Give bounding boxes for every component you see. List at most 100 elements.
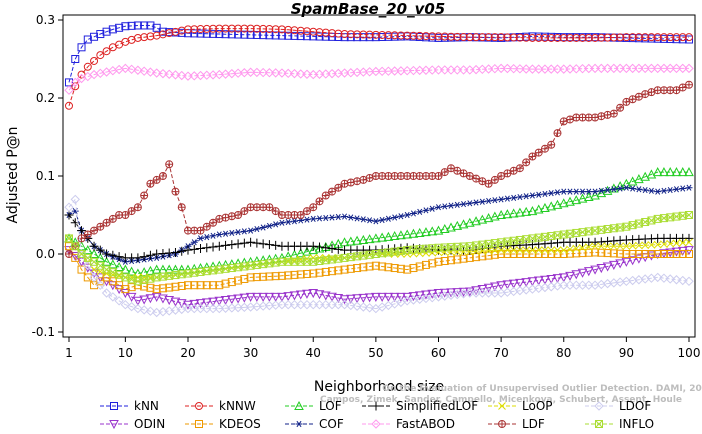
data-point [83, 273, 92, 282]
data-point [640, 171, 650, 181]
data-point [352, 294, 362, 304]
data-point [560, 117, 568, 125]
data-point [578, 228, 587, 237]
data-point [164, 264, 175, 274]
data-point [414, 291, 425, 301]
data-point [102, 249, 112, 259]
data-point [641, 186, 649, 194]
data-point [641, 33, 650, 42]
data-point [553, 129, 561, 137]
data-point [427, 289, 438, 299]
data-point [190, 239, 198, 246]
data-point [339, 299, 350, 310]
data-point [209, 219, 217, 227]
data-point [108, 292, 118, 302]
data-point [245, 67, 256, 77]
data-point [584, 248, 593, 257]
data-point [139, 66, 149, 76]
data-point [115, 23, 124, 32]
data-point [459, 33, 468, 42]
data-point [120, 299, 131, 310]
data-point [296, 257, 305, 266]
data-point [672, 33, 681, 42]
data-point [666, 186, 674, 194]
data-point [228, 229, 236, 237]
data-point [215, 281, 224, 290]
data-point [278, 219, 286, 226]
data-point [195, 299, 206, 309]
data-point [258, 239, 268, 249]
data-point [65, 234, 73, 243]
data-point [403, 211, 411, 219]
data-point [590, 63, 600, 74]
data-point [196, 29, 205, 38]
data-point [196, 281, 205, 290]
data-point [183, 269, 192, 278]
data-point [446, 222, 456, 232]
data-point [508, 279, 519, 289]
data-point [627, 63, 638, 74]
data-point [527, 206, 538, 216]
data-point [189, 299, 200, 309]
data-point [477, 214, 488, 224]
data-point [328, 214, 336, 221]
data-point [547, 246, 556, 254]
data-point [352, 235, 362, 245]
data-point [577, 63, 588, 74]
data-point [578, 249, 587, 258]
data-point [516, 193, 524, 201]
x-axis-title: Neighborhood size [314, 379, 444, 395]
data-point [641, 250, 650, 258]
data-point [240, 24, 249, 33]
data-point [170, 297, 181, 307]
data-point [671, 275, 682, 285]
data-point [70, 194, 80, 205]
data-point [390, 247, 399, 256]
data-point [621, 257, 632, 267]
legend-label: kNNW [219, 399, 256, 413]
data-point [647, 187, 655, 194]
data-point [240, 207, 248, 215]
data-point [428, 32, 437, 41]
data-point [165, 160, 173, 168]
data-point [646, 251, 657, 261]
data-point [434, 32, 443, 41]
data-point [259, 31, 268, 40]
data-point [377, 232, 387, 242]
data-point [491, 197, 499, 204]
data-point [652, 63, 663, 74]
data-point [497, 172, 505, 180]
data-point [284, 25, 293, 34]
data-point [672, 250, 681, 258]
data-point [503, 33, 512, 42]
data-point [678, 33, 687, 42]
data-point [126, 301, 137, 312]
data-point [177, 70, 187, 81]
data-point [659, 214, 668, 223]
data-point [215, 24, 224, 33]
data-point [422, 207, 430, 214]
data-point [384, 263, 393, 272]
data-point [302, 27, 311, 36]
data-point [403, 265, 412, 274]
data-point [283, 251, 294, 261]
data-point [152, 273, 161, 282]
data-point [189, 244, 199, 254]
data-point [535, 149, 543, 157]
data-point [510, 167, 518, 175]
data-point [202, 243, 212, 253]
data-point [466, 172, 474, 180]
data-point [628, 250, 637, 258]
data-point [547, 141, 555, 149]
data-point [490, 288, 500, 298]
series-kNNW [65, 24, 693, 110]
data-point [615, 63, 625, 74]
data-point [334, 184, 342, 192]
data-point [528, 192, 536, 199]
data-point [95, 252, 106, 262]
data-point [133, 303, 143, 314]
data-point [459, 242, 468, 251]
data-point [478, 240, 487, 249]
series-FastABOD [64, 63, 694, 95]
data-point [302, 32, 311, 41]
